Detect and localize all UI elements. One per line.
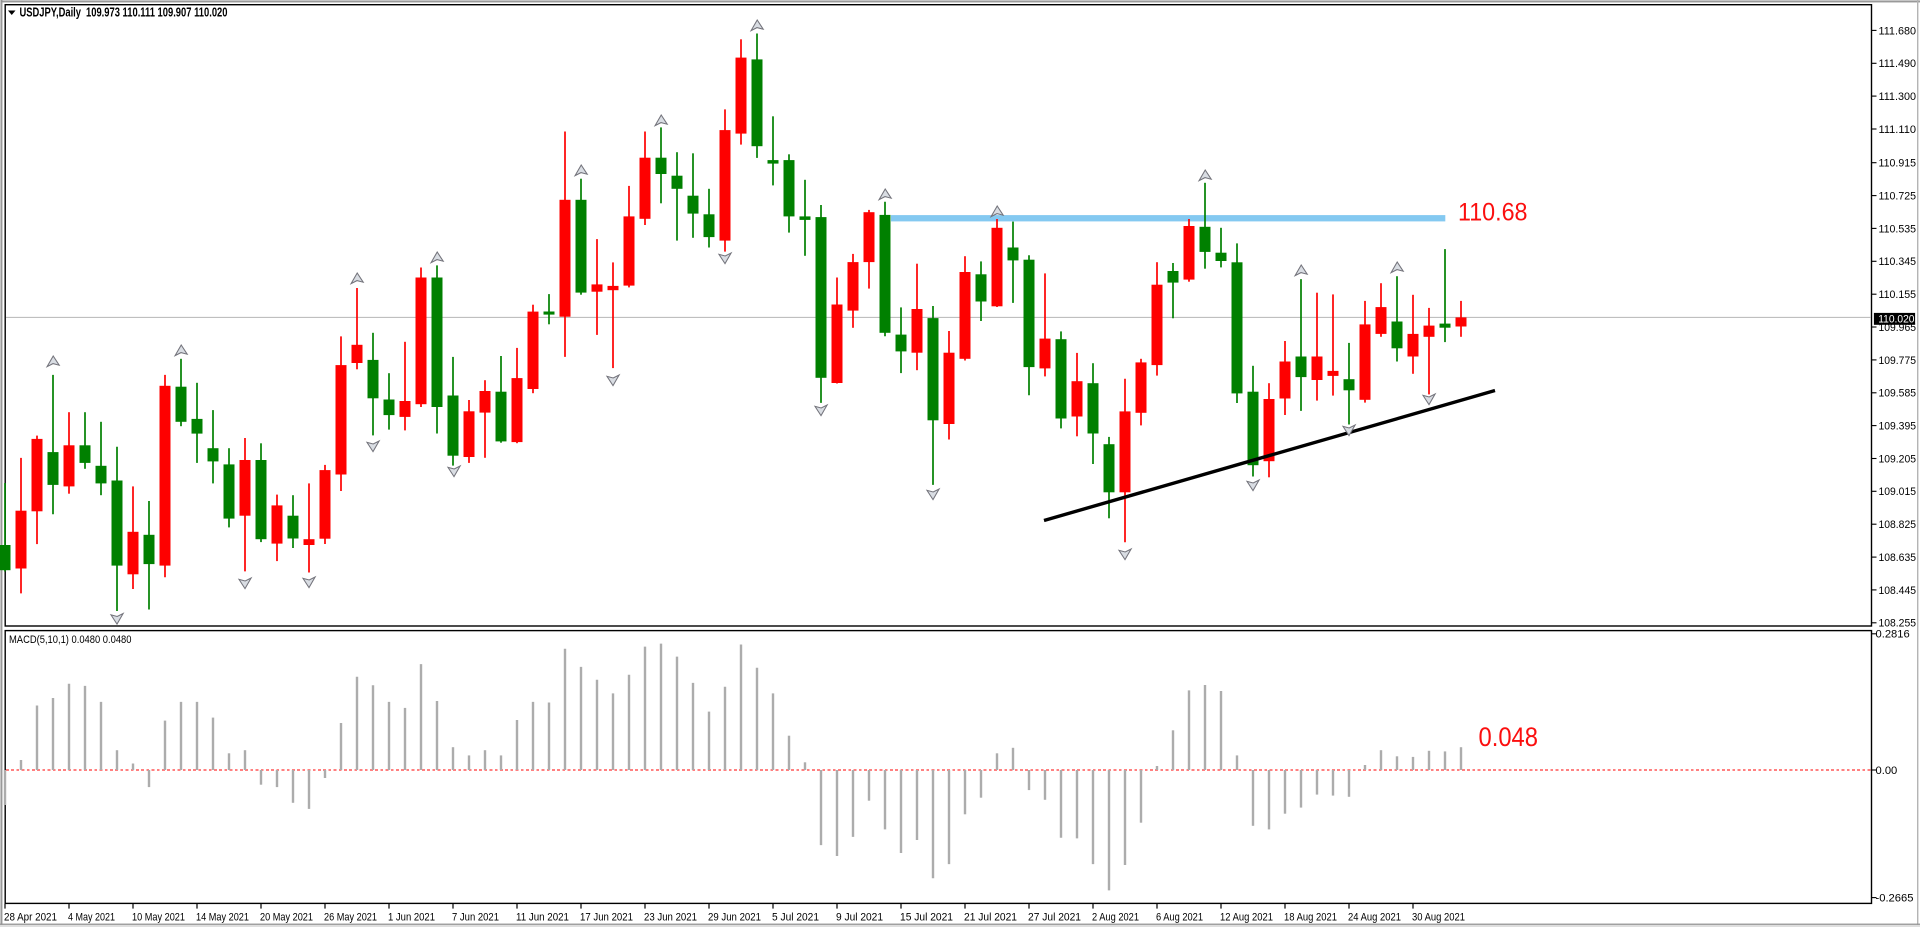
svg-text:109.205: 109.205: [1879, 453, 1917, 465]
svg-text:2 Aug 2021: 2 Aug 2021: [1092, 911, 1139, 923]
svg-text:0.2816: 0.2816: [1876, 629, 1910, 641]
svg-text:23 Jun 2021: 23 Jun 2021: [644, 911, 697, 923]
svg-text:110.155: 110.155: [1879, 289, 1917, 301]
svg-text:26 May 2021: 26 May 2021: [324, 911, 377, 923]
svg-text:6 Aug 2021: 6 Aug 2021: [1156, 911, 1203, 923]
svg-text:108.445: 108.445: [1879, 585, 1917, 597]
svg-text:14 May 2021: 14 May 2021: [196, 911, 249, 923]
svg-text:USDJPY,Daily: USDJPY,Daily: [20, 6, 82, 20]
svg-text:9 Jul 2021: 9 Jul 2021: [836, 911, 883, 923]
svg-text:21 Jul 2021: 21 Jul 2021: [964, 911, 1017, 923]
svg-text:-0.2665: -0.2665: [1876, 893, 1914, 905]
svg-text:24 Aug 2021: 24 Aug 2021: [1348, 911, 1401, 923]
svg-text:110.915: 110.915: [1879, 158, 1917, 170]
svg-text:29 Jun 2021: 29 Jun 2021: [708, 911, 761, 923]
svg-text:11 Jun 2021: 11 Jun 2021: [516, 911, 569, 923]
svg-text:0.00: 0.00: [1876, 765, 1898, 777]
svg-text:109.585: 109.585: [1879, 388, 1917, 400]
svg-text:111.300: 111.300: [1879, 91, 1917, 103]
svg-text:110.020: 110.020: [1878, 314, 1914, 326]
svg-text:1 Jun 2021: 1 Jun 2021: [388, 911, 435, 923]
svg-text:109.395: 109.395: [1879, 421, 1917, 433]
svg-text:108.825: 108.825: [1879, 519, 1917, 531]
svg-text:27 Jul 2021: 27 Jul 2021: [1028, 911, 1081, 923]
svg-text:111.110: 111.110: [1879, 124, 1917, 136]
svg-text:30 Aug 2021: 30 Aug 2021: [1412, 911, 1465, 923]
svg-text:109.015: 109.015: [1879, 486, 1917, 498]
svg-text:5 Jul 2021: 5 Jul 2021: [772, 911, 819, 923]
svg-text:12 Aug 2021: 12 Aug 2021: [1220, 911, 1273, 923]
svg-text:7 Jun 2021: 7 Jun 2021: [452, 911, 499, 923]
svg-text:28 Apr 2021: 28 Apr 2021: [4, 911, 57, 923]
svg-text:15 Jul 2021: 15 Jul 2021: [900, 911, 953, 923]
svg-text:20 May 2021: 20 May 2021: [260, 911, 313, 923]
svg-text:111.490: 111.490: [1879, 58, 1917, 70]
svg-text:109.973 110.111 109.907 110.02: 109.973 110.111 109.907 110.020: [86, 6, 228, 20]
svg-text:18 Aug 2021: 18 Aug 2021: [1284, 911, 1337, 923]
svg-text:4 May 2021: 4 May 2021: [68, 911, 115, 923]
svg-text:108.635: 108.635: [1879, 552, 1917, 564]
svg-text:MACD(5,10,1) 0.0480 0.0480: MACD(5,10,1) 0.0480 0.0480: [9, 634, 132, 646]
svg-text:110.68: 110.68: [1458, 199, 1528, 227]
svg-text:108.255: 108.255: [1879, 618, 1917, 630]
svg-text:10 May 2021: 10 May 2021: [132, 911, 185, 923]
svg-text:110.535: 110.535: [1879, 223, 1917, 235]
svg-text:109.965: 109.965: [1879, 322, 1917, 334]
svg-text:17 Jun 2021: 17 Jun 2021: [580, 911, 633, 923]
svg-text:110.725: 110.725: [1879, 191, 1917, 203]
svg-text:110.345: 110.345: [1879, 256, 1917, 268]
svg-text:111.680: 111.680: [1879, 25, 1917, 37]
svg-text:109.775: 109.775: [1879, 355, 1917, 367]
svg-text:0.048: 0.048: [1479, 722, 1539, 752]
